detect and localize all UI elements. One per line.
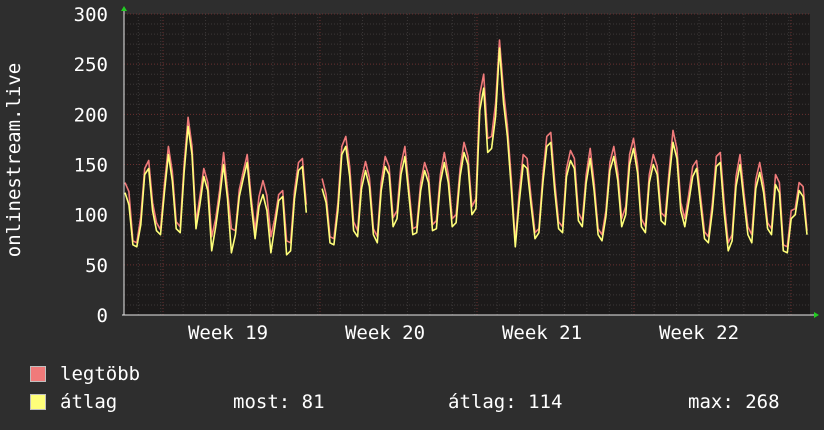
stat-most: most: 81 (233, 391, 325, 413)
grid (124, 13, 810, 315)
x-tick-label: Week 20 (345, 322, 425, 344)
series-group (124, 39, 808, 256)
legend-item-legtobb: legtöbb (30, 363, 810, 385)
stat-atlag: átlag: 114 (448, 391, 563, 413)
legend-swatch-atlag (30, 394, 46, 410)
y-tick-label: 300 (74, 4, 108, 26)
y-tick-label: 0 (97, 305, 108, 327)
series-line-legtobb (124, 116, 308, 244)
x-tick-label: Week 19 (188, 322, 268, 344)
y-tick-label: 50 (85, 255, 108, 277)
y-tick-label: 200 (74, 104, 108, 126)
legend-label-atlag: átlag (60, 391, 118, 413)
y-tick-label: 250 (74, 54, 108, 76)
legend-item-atlag: átlag most: 81 átlag: 114 max: 268 (30, 391, 810, 413)
legend-swatch-legtobb (30, 366, 46, 382)
axes (121, 6, 819, 318)
y-axis-arrow (121, 6, 127, 11)
x-axis-arrow (814, 312, 819, 318)
x-tick-label: Week 22 (659, 322, 739, 344)
y-tick-label: 150 (74, 155, 108, 177)
stat-max: max: 268 (688, 391, 780, 413)
y-tick-label: 100 (74, 205, 108, 227)
tick-labels: 0 50 100 150 200 250 300 Week 19 Week 20 Week 21 W… (74, 4, 739, 344)
legend-label-legtobb: legtöbb (60, 363, 141, 385)
y-axis-label: onlinestream.live (3, 62, 25, 258)
x-tick-label: Week 21 (502, 322, 582, 344)
series-line-atlag (124, 125, 308, 256)
series-line-atlag (321, 47, 808, 254)
